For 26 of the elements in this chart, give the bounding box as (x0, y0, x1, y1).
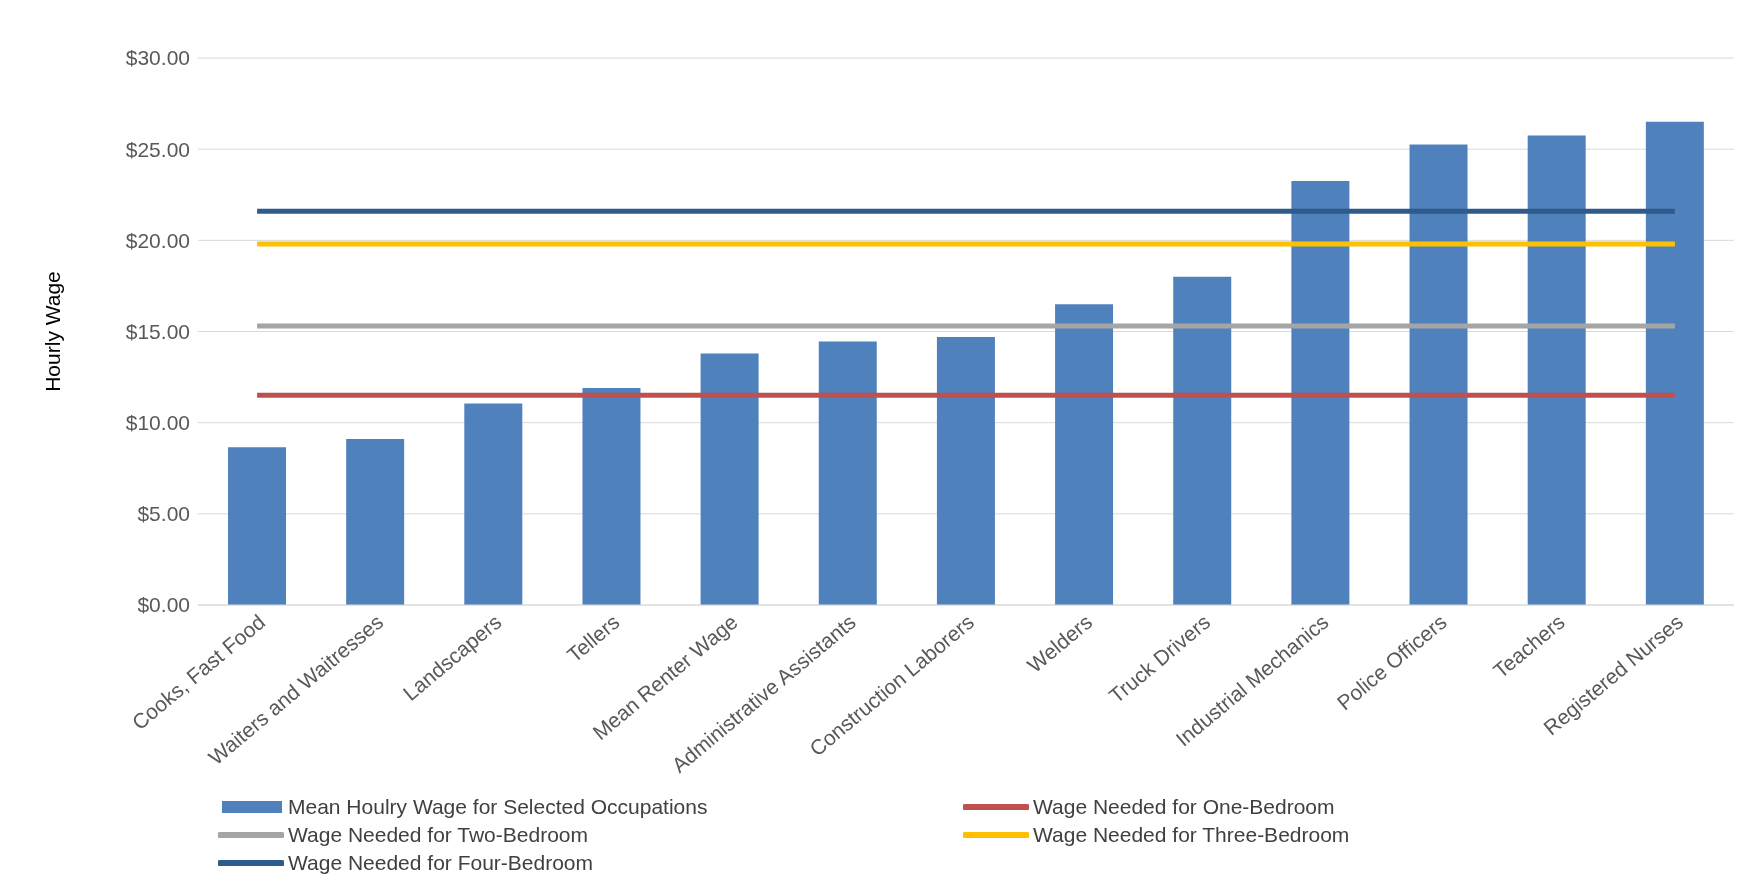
bar (1409, 144, 1468, 605)
y-tick-label: $30.00 (125, 46, 190, 70)
y-tick-label: $20.00 (125, 228, 190, 252)
legend-label: Wage Needed for One-Bedroom (1033, 795, 1335, 819)
bar (1173, 276, 1232, 605)
y-tick-label: $25.00 (125, 137, 190, 161)
bar (818, 341, 877, 605)
y-tick-label: $15.00 (125, 319, 190, 343)
bar (346, 439, 405, 605)
bar (1291, 181, 1350, 605)
bar (582, 388, 641, 605)
y-axis-title: Hourly Wage (41, 271, 65, 392)
y-tick-label: $5.00 (137, 502, 190, 526)
bar (1055, 304, 1114, 605)
bar (1527, 135, 1586, 605)
bar (464, 403, 523, 605)
bar (1645, 121, 1704, 605)
bar (228, 447, 286, 605)
legend-label: Wage Needed for Four-Bedroom (288, 851, 594, 875)
bar (700, 353, 759, 605)
y-tick-label: $10.00 (125, 411, 190, 435)
legend-label: Wage Needed for Three-Bedroom (1033, 823, 1350, 847)
legend-label: Mean Houlry Wage for Selected Occupations (288, 795, 708, 819)
legend-label: Wage Needed for Two-Bedroom (288, 823, 588, 847)
bar (936, 336, 995, 605)
y-tick-label: $0.00 (137, 593, 190, 617)
